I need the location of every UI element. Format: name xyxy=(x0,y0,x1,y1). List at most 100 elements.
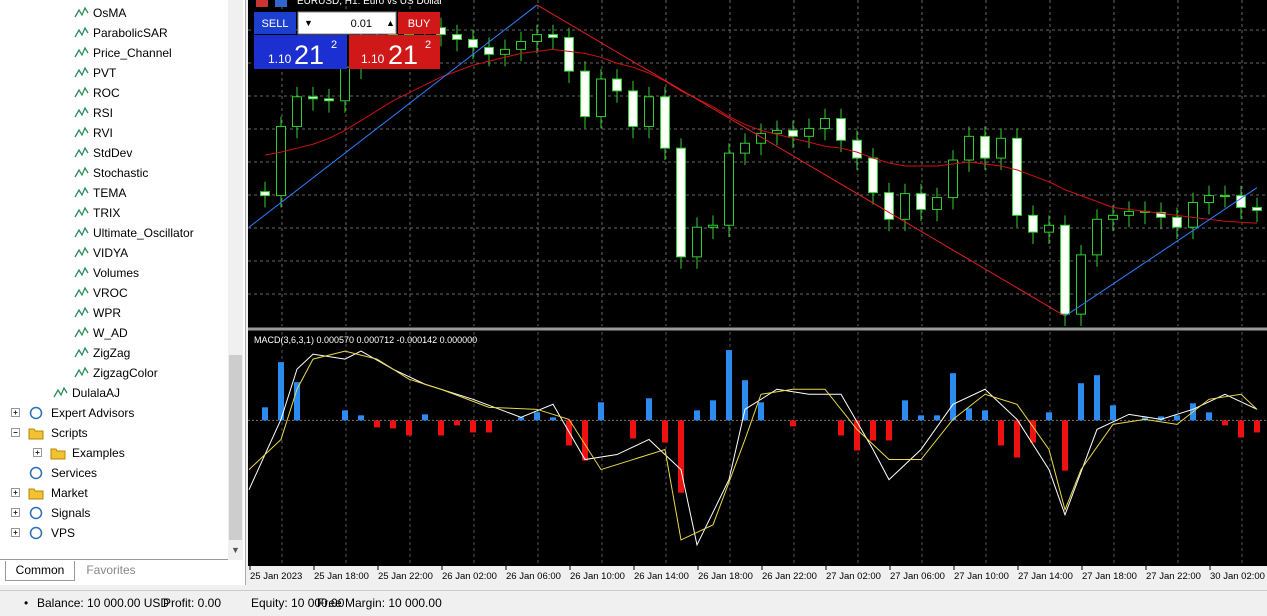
indicator-icon xyxy=(74,266,89,278)
time-label: 27 Jan 10:00 xyxy=(954,571,1009,582)
candle-body xyxy=(484,46,494,55)
candle-body xyxy=(884,192,894,220)
sell-button[interactable] xyxy=(254,12,296,34)
tree-item[interactable]: Signals xyxy=(51,506,91,520)
indicator-icon xyxy=(74,226,89,238)
candle-body xyxy=(724,152,734,226)
histogram-bar xyxy=(854,420,860,451)
tree-item[interactable]: TEMA xyxy=(93,186,127,200)
scroll-down[interactable]: ▼ xyxy=(231,545,240,555)
buy-label[interactable]: BUY xyxy=(408,18,431,30)
ask-box[interactable] xyxy=(349,35,440,69)
volume-down[interactable]: ▼ xyxy=(304,18,313,28)
histogram-bar xyxy=(1046,412,1052,421)
glyph xyxy=(29,506,43,520)
histogram-bar xyxy=(454,420,460,426)
glyph xyxy=(74,146,89,158)
tree-item[interactable]: RVI xyxy=(93,126,113,140)
histogram-bar xyxy=(726,350,732,421)
tree-item[interactable]: ZigZag xyxy=(93,346,131,360)
histogram-bar xyxy=(950,373,956,421)
box-icon xyxy=(11,508,20,517)
sell-label[interactable]: SELL xyxy=(262,18,289,30)
candle-body xyxy=(692,226,702,258)
histogram-bar xyxy=(902,400,908,421)
tree-item[interactable]: Scripts xyxy=(51,426,88,440)
macd-label: MACD(3,6,3,1) 0.000570 0.000712 -0.00014… xyxy=(254,335,477,345)
candle-body xyxy=(1092,218,1102,256)
tree-item[interactable]: Examples xyxy=(72,446,125,460)
volume-up[interactable]: ▲ xyxy=(386,18,395,28)
tree-item[interactable]: ZigzagColor xyxy=(93,366,158,380)
candle-body xyxy=(1156,211,1166,218)
candle-body xyxy=(340,66,350,102)
tree-item[interactable]: VIDYA xyxy=(93,246,129,260)
indicator-icon xyxy=(74,146,89,158)
tree-item[interactable]: W_AD xyxy=(93,326,128,340)
candle-body xyxy=(836,118,846,141)
tree-item[interactable]: Ultimate_Oscillator xyxy=(93,226,194,240)
histogram-bar xyxy=(918,415,924,421)
glyph xyxy=(29,466,43,480)
bid-sup[interactable]: 2 xyxy=(331,39,337,51)
candle-body xyxy=(308,96,318,100)
candle-body xyxy=(564,37,574,72)
candle-body xyxy=(532,34,542,42)
time-label: 25 Jan 2023 xyxy=(250,571,302,582)
candle-body xyxy=(1236,195,1246,208)
histogram-bar xyxy=(838,420,844,436)
box-icon xyxy=(11,528,20,537)
bid-big[interactable]: 21 xyxy=(294,40,324,70)
scrollbar[interactable]: ▼ xyxy=(228,0,243,560)
scroll-thumb[interactable] xyxy=(229,355,242,540)
histogram-bar xyxy=(1254,420,1260,433)
tree-item[interactable]: RSI xyxy=(93,106,114,120)
histogram-bar xyxy=(1030,420,1036,443)
glyph xyxy=(74,186,89,198)
histogram-bar xyxy=(534,412,540,421)
tree-item[interactable]: TRIX xyxy=(93,206,121,220)
candle-body xyxy=(276,125,286,197)
glyph xyxy=(74,246,89,258)
volume-value[interactable]: 0.01 xyxy=(351,18,372,30)
tree-item[interactable]: Volumes xyxy=(93,266,140,280)
histogram-bar xyxy=(406,420,412,436)
tree-item[interactable]: DulalaAJ xyxy=(72,386,121,400)
glyph xyxy=(74,206,89,218)
glyph xyxy=(74,26,89,38)
tree-item[interactable]: ROC xyxy=(93,86,120,100)
tree-item[interactable]: OsMA xyxy=(93,6,127,20)
histogram-bar xyxy=(678,420,684,493)
buy-button[interactable] xyxy=(398,12,440,34)
tree-item[interactable]: Services xyxy=(51,466,98,480)
tree-item[interactable]: Stochastic xyxy=(93,166,149,180)
navigator: ▼ Common Favorites OsMA ParabolicSAR Price… xyxy=(0,0,246,585)
zigzag-segment xyxy=(248,4,538,228)
candle-body xyxy=(852,139,862,159)
tree-item[interactable]: WPR xyxy=(93,306,121,320)
volume-box[interactable] xyxy=(297,11,397,35)
histogram-bar xyxy=(1078,383,1084,421)
tree-item[interactable]: ParabolicSAR xyxy=(93,26,168,40)
folder-icon xyxy=(28,428,44,440)
ask-prefix[interactable]: 1.10 xyxy=(361,52,385,66)
tree-item[interactable]: Expert Advisors xyxy=(51,406,135,420)
chart-header: EURUSD, H1: Euro vs US Dollar xyxy=(297,0,443,7)
bid-prefix[interactable]: 1.10 xyxy=(268,52,292,66)
tree-item[interactable]: StdDev xyxy=(93,146,133,160)
tree-item[interactable]: PVT xyxy=(93,66,117,80)
tab[interactable]: Favorites xyxy=(86,563,136,577)
folder-icon xyxy=(28,488,44,500)
indicator-icon xyxy=(74,286,89,298)
indicator-icon xyxy=(74,26,89,38)
ask-sup[interactable]: 2 xyxy=(425,39,431,51)
tree-item[interactable]: VPS xyxy=(51,526,76,540)
tab[interactable]: Common xyxy=(5,561,75,581)
tree-item[interactable]: Price_Channel xyxy=(93,46,172,60)
indicator-icon xyxy=(74,206,89,218)
tree-item[interactable]: Market xyxy=(51,486,88,500)
ask-big[interactable]: 21 xyxy=(388,40,418,70)
bid-box[interactable] xyxy=(254,35,347,69)
tree-item[interactable]: VROC xyxy=(93,286,128,300)
candle-body xyxy=(756,132,766,144)
